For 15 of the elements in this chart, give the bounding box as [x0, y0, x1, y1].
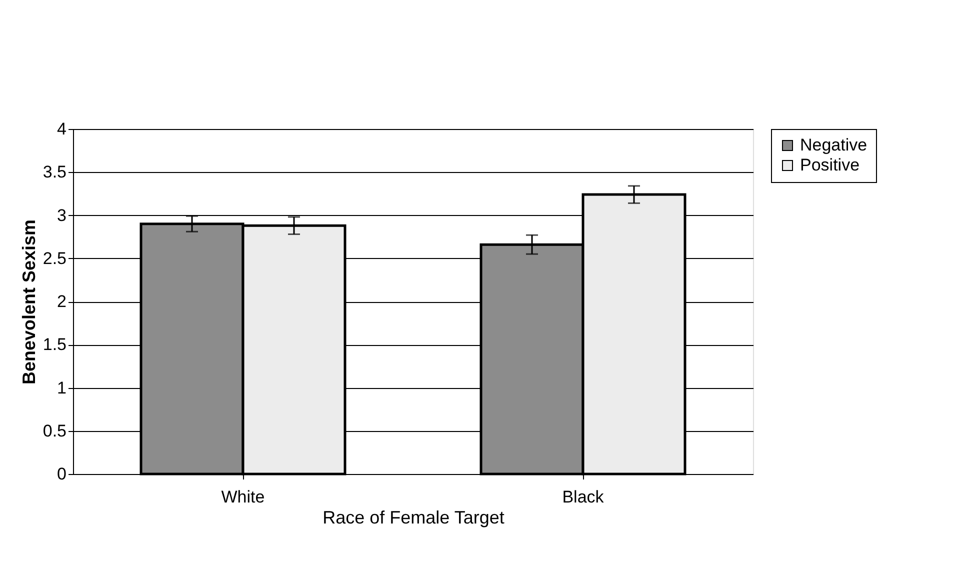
legend-label: Positive — [800, 156, 860, 174]
y-tick-label: 4 — [57, 120, 66, 138]
y-tick-label: 2.5 — [42, 248, 66, 268]
y-tick-label: 3.5 — [42, 162, 66, 182]
x-axis-title: Race of Female Target — [322, 508, 504, 528]
y-tick-label: 1 — [57, 378, 66, 398]
y-tick-label: 2 — [57, 292, 66, 311]
y-tick-label: 3 — [57, 206, 66, 225]
y-axis-title: Benevolent Sexism — [18, 219, 39, 385]
y-tick-label: 1.5 — [42, 335, 66, 354]
x-tick-label: White — [221, 488, 265, 506]
legend-label: Negative — [800, 136, 868, 154]
y-tick-label: 0.5 — [42, 421, 66, 440]
y-tick-label: 0 — [57, 464, 66, 484]
x-tick-label: Black — [562, 488, 604, 506]
